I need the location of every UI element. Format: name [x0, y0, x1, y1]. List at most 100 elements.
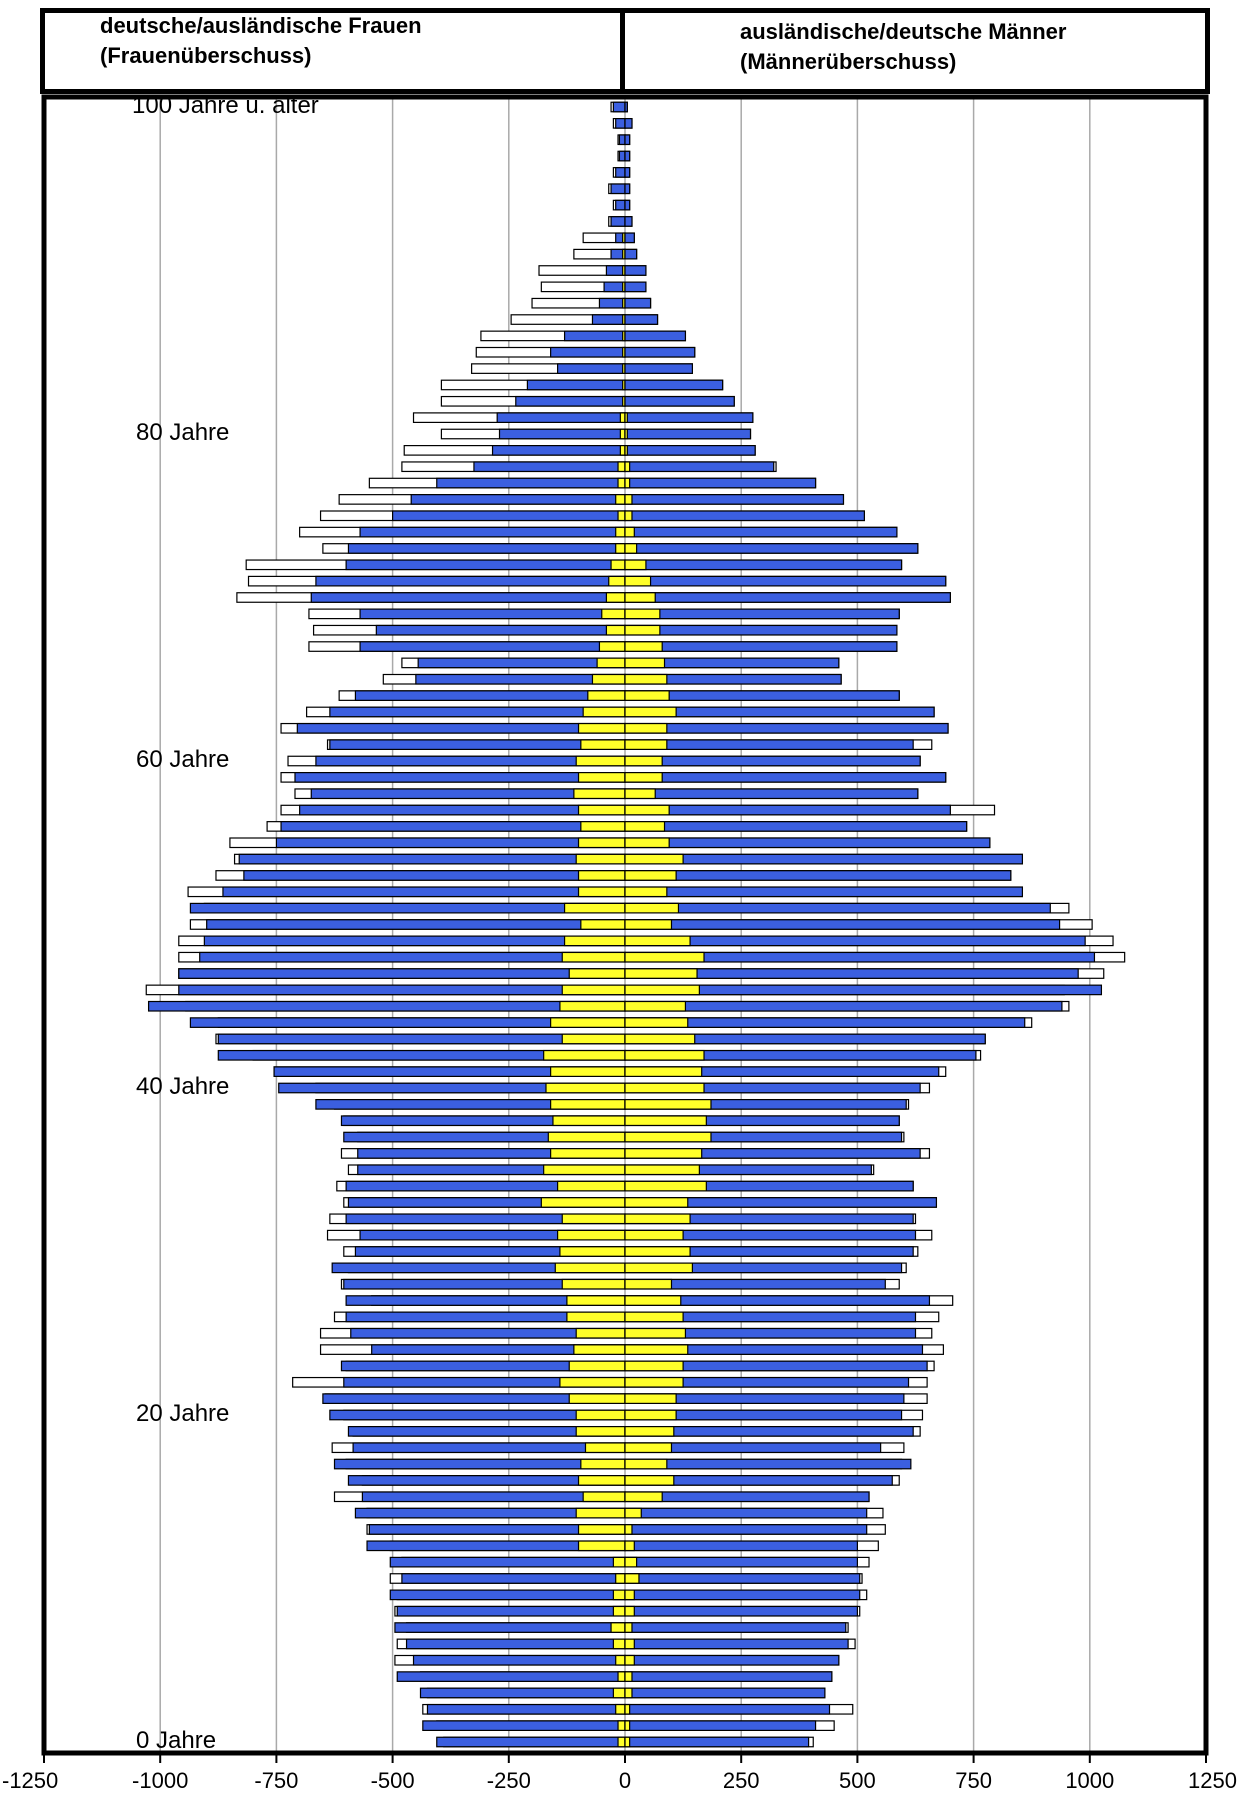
bar-men-german-86: [624, 330, 687, 342]
bar-women-german-87: [591, 314, 626, 325]
bar-men-foreign-43: [624, 1033, 696, 1045]
bar-men-foreign-60: [624, 755, 663, 767]
bar-men-german-69: [624, 608, 900, 620]
bar-men-foreign-19: [624, 1425, 675, 1437]
bar-men-foreign-1: [624, 1720, 631, 1732]
bar-men-german-60: [624, 755, 921, 767]
bar-men-foreign-3: [624, 1687, 633, 1699]
bar-women-foreign-38: [552, 1115, 626, 1127]
x-tick-label: -1250: [2, 1768, 59, 1793]
bar-men-german-4: [624, 1671, 833, 1682]
bar-men-german-97: [624, 150, 631, 162]
bar-women-german-49: [203, 935, 626, 947]
bar-women-foreign-17: [580, 1458, 626, 1470]
bar-women-foreign-16: [577, 1475, 626, 1486]
bar-men-foreign-9: [624, 1589, 635, 1601]
x-tick-label: -250: [486, 1768, 531, 1793]
bar-men-foreign-30: [624, 1246, 691, 1257]
bar-men-german-88: [624, 297, 652, 309]
bar-men-foreign-48: [624, 951, 705, 963]
bar-men-german-71: [624, 575, 947, 587]
bar-women-german-85: [550, 346, 626, 358]
bar-women-foreign-27: [566, 1295, 626, 1306]
bar-men-german-68: [624, 624, 898, 636]
bar-women-foreign-31: [557, 1229, 626, 1241]
bar-women-foreign-76: [615, 494, 626, 505]
bar-men-german-70: [624, 592, 951, 603]
bar-men-german-92: [624, 232, 635, 244]
bar-men-german-5: [624, 1654, 840, 1666]
bar-women-foreign-24: [573, 1344, 626, 1355]
bar-men-foreign-33: [624, 1197, 689, 1208]
bar-women-german-6: [405, 1638, 626, 1650]
bar-men-german-98: [624, 134, 631, 146]
bar-men-german-9: [624, 1589, 861, 1601]
bar-women-german-88: [598, 297, 626, 309]
bar-women-foreign-44: [550, 1017, 626, 1028]
bar-men-foreign-62: [624, 722, 668, 734]
bar-men-foreign-68: [624, 624, 661, 636]
bar-men-foreign-14: [624, 1507, 642, 1519]
age-label: 20 Jahre: [136, 1400, 230, 1427]
bar-women-german-71: [315, 575, 626, 587]
bar-men-foreign-16: [624, 1475, 675, 1486]
bar-men-foreign-12: [624, 1540, 635, 1552]
bar-women-foreign-7: [610, 1622, 626, 1633]
bar-men-foreign-61: [624, 739, 668, 751]
bar-women-german-79: [491, 445, 626, 456]
bar-women-foreign-60: [575, 755, 626, 767]
bar-men-foreign-75: [624, 510, 633, 522]
bar-men-foreign-55: [624, 837, 670, 849]
bar-women-foreign-42: [543, 1049, 626, 1061]
bar-men-german-54: [624, 853, 1024, 865]
bar-women-foreign-40: [545, 1082, 626, 1094]
bar-women-german-72: [345, 559, 626, 571]
bar-women-foreign-30: [559, 1246, 626, 1257]
bar-men-german-91: [624, 248, 638, 260]
bar-men-foreign-64: [624, 690, 670, 701]
bar-men-german-59: [624, 771, 947, 783]
bar-women-german-82: [515, 395, 626, 407]
bar-women-foreign-13: [577, 1524, 626, 1535]
bar-women-german-96: [615, 167, 626, 178]
bar-women-german-76: [410, 494, 626, 505]
bar-women-foreign-47: [568, 968, 626, 979]
bar-women-german-84: [557, 363, 626, 374]
bar-women-german-50: [206, 919, 626, 930]
bar-men-foreign-38: [624, 1115, 707, 1127]
bar-women-foreign-58: [573, 788, 626, 800]
bar-women-foreign-36: [550, 1148, 626, 1159]
bar-men-foreign-72: [624, 559, 647, 571]
x-tick-label: -500: [370, 1768, 415, 1793]
bar-men-german-83: [624, 379, 724, 391]
bar-men-german-6: [624, 1638, 849, 1650]
bar-men-german-49: [624, 935, 1086, 947]
header-women-subtitle: (Frauenüberschuss): [100, 43, 312, 68]
bar-women-foreign-69: [601, 608, 626, 620]
bar-women-foreign-61: [580, 739, 626, 751]
bar-women-foreign-68: [605, 624, 626, 636]
bar-men-foreign-59: [624, 771, 663, 783]
bar-women-german-77: [436, 477, 626, 489]
age-label: 100 Jahre u. älter: [132, 92, 319, 119]
bar-men-german-50: [624, 919, 1061, 930]
bar-men-foreign-81: [624, 412, 628, 423]
bar-men-foreign-52: [624, 886, 668, 898]
bar-men-foreign-35: [624, 1164, 700, 1176]
bar-men-german-82: [624, 395, 735, 407]
bar-women-german-4: [396, 1671, 626, 1682]
bar-men-foreign-36: [624, 1148, 703, 1159]
bar-men-foreign-78: [624, 461, 631, 473]
bar-women-foreign-41: [550, 1066, 626, 1078]
bar-women-german-9: [389, 1589, 626, 1601]
age-label: 60 Jahre: [136, 746, 230, 773]
bar-men-foreign-42: [624, 1049, 705, 1061]
bar-women-foreign-59: [577, 771, 626, 783]
bar-men-foreign-15: [624, 1491, 663, 1503]
bar-women-foreign-57: [577, 804, 626, 816]
bar-women-foreign-9: [612, 1589, 626, 1601]
bar-men-foreign-32: [624, 1213, 691, 1225]
bar-women-foreign-33: [540, 1197, 626, 1208]
bar-women-foreign-0: [617, 1736, 626, 1748]
bar-men-foreign-29: [624, 1262, 693, 1274]
